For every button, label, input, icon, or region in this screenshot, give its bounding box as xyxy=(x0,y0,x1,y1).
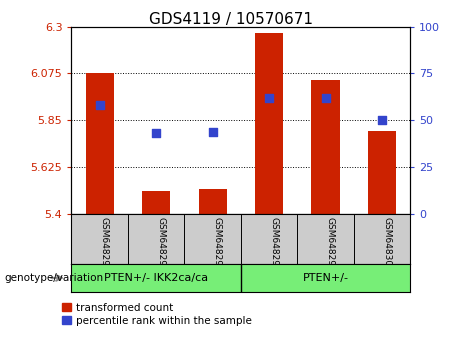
Text: GSM648298: GSM648298 xyxy=(269,217,278,272)
Text: GDS4119 / 10570671: GDS4119 / 10570671 xyxy=(148,12,313,27)
Point xyxy=(153,131,160,136)
Text: GSM648299: GSM648299 xyxy=(325,217,335,272)
Text: GSM648300: GSM648300 xyxy=(382,217,391,272)
Text: genotype/variation: genotype/variation xyxy=(5,273,104,283)
Bar xyxy=(312,80,340,214)
Bar xyxy=(199,189,227,214)
Text: GSM648296: GSM648296 xyxy=(156,217,165,272)
Legend: transformed count, percentile rank within the sample: transformed count, percentile rank withi… xyxy=(62,303,252,326)
Text: PTEN+/- IKK2ca/ca: PTEN+/- IKK2ca/ca xyxy=(104,273,208,283)
Text: GSM648295: GSM648295 xyxy=(100,217,109,272)
Point xyxy=(266,95,273,101)
Point xyxy=(96,103,103,108)
Point xyxy=(378,118,386,123)
Bar xyxy=(86,73,114,214)
Text: GSM648297: GSM648297 xyxy=(213,217,222,272)
Point xyxy=(209,129,216,135)
Text: PTEN+/-: PTEN+/- xyxy=(302,273,349,283)
Bar xyxy=(255,33,283,214)
Bar xyxy=(142,191,170,214)
Bar xyxy=(368,131,396,214)
Point xyxy=(322,95,329,101)
